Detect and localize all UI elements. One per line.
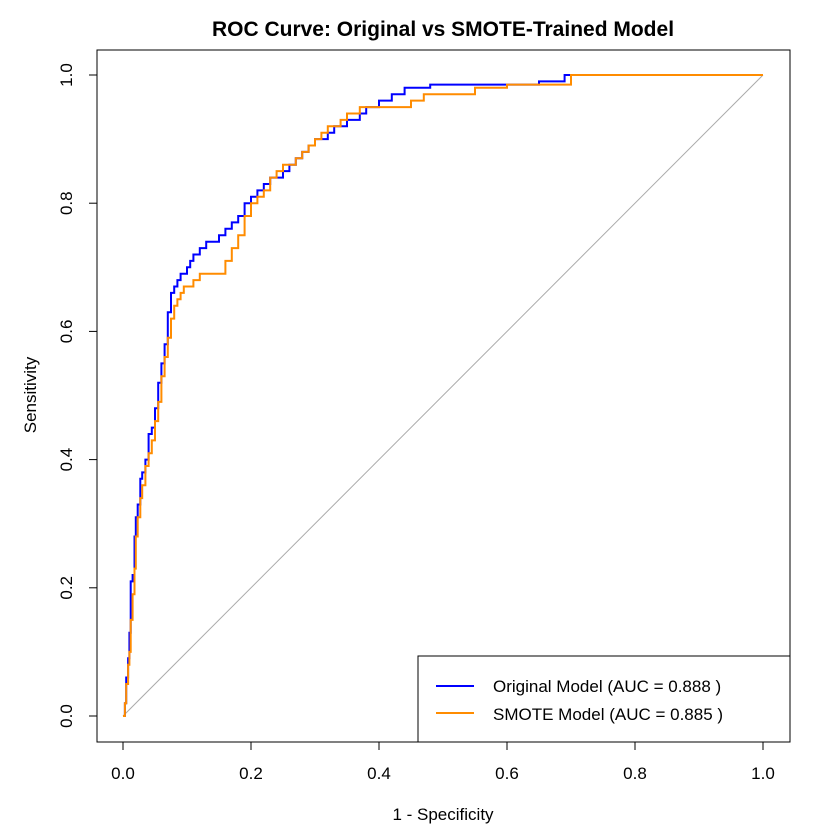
- series-line-smote: [123, 74, 763, 717]
- x-axis: 0.0 0.2 0.4 0.6 0.8 1.0: [111, 741, 775, 783]
- chart-title: ROC Curve: Original vs SMOTE-Trained Mod…: [212, 18, 674, 41]
- y-tick-label: 0.2: [57, 576, 76, 600]
- series-layer: [123, 74, 763, 717]
- y-tick-label: 0.4: [57, 448, 76, 472]
- y-axis-label: Sensitivity: [21, 356, 40, 433]
- y-axis: 0.0 0.2 0.4 0.6 0.8 1.0: [57, 63, 98, 728]
- x-axis-label: 1 - Specificity: [392, 805, 494, 824]
- legend: Original Model (AUC = 0.888 ) SMOTE Mode…: [417, 655, 791, 743]
- x-tick-label: 0.6: [495, 764, 519, 783]
- reference-diagonal-line: [122, 74, 764, 717]
- legend-label-original: Original Model (AUC = 0.888 ): [493, 677, 721, 696]
- legend-box: [417, 655, 791, 743]
- y-tick-label: 0.8: [57, 191, 76, 215]
- reference-layer: [122, 74, 764, 717]
- x-tick-label: 0.0: [111, 764, 135, 783]
- x-tick-label: 0.8: [623, 764, 647, 783]
- y-tick-label: 0.6: [57, 320, 76, 344]
- y-tick-label: 0.0: [57, 704, 76, 728]
- x-tick-label: 0.2: [239, 764, 263, 783]
- y-tick-label: 1.0: [57, 63, 76, 87]
- legend-label-smote: SMOTE Model (AUC = 0.885 ): [493, 705, 723, 724]
- x-tick-label: 1.0: [751, 764, 775, 783]
- x-tick-label: 0.4: [367, 764, 391, 783]
